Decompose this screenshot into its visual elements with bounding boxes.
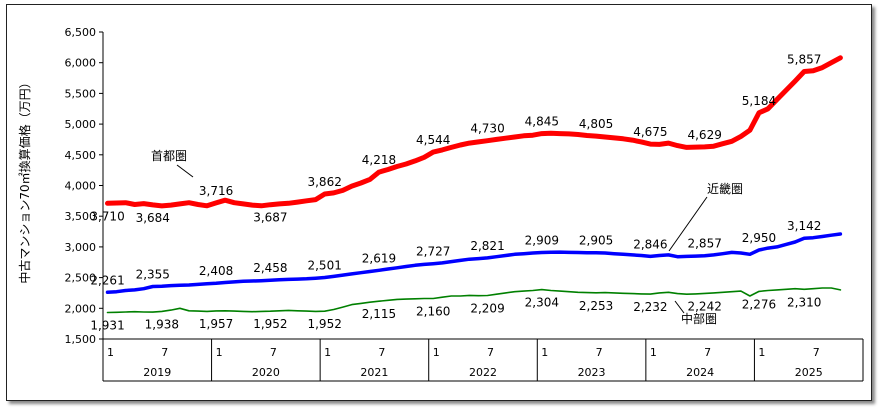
data-label: 2,619 — [362, 251, 396, 265]
x-month-tick-label: 7 — [378, 346, 385, 359]
x-year-label: 2024 — [686, 366, 714, 379]
x-year-label: 2019 — [143, 366, 171, 379]
annotation-kinki: 近畿圏 — [707, 182, 743, 196]
y-tick-label: 5,000 — [65, 118, 97, 131]
y-tick-label: 3,500 — [65, 210, 97, 223]
series-lines — [105, 55, 843, 314]
x-month-tick-label: 1 — [758, 346, 765, 359]
x-month-tick-label: 7 — [596, 346, 603, 359]
data-label: 4,730 — [470, 122, 504, 136]
price-line-chart: 中古マンション70㎡換算価格（万円） 1,5002,0002,5003,0003… — [17, 26, 864, 382]
annotation-shutoken-pointer — [176, 164, 194, 178]
data-label: 2,355 — [136, 268, 170, 282]
x-month-tick-label: 7 — [704, 346, 711, 359]
data-labels: 3,710 3,684 3,716 3,687 3,862 4,218 4,544 4,730… — [90, 52, 821, 332]
y-tick-label: 4,500 — [65, 149, 97, 162]
data-label: 2,276 — [742, 297, 776, 311]
data-label: 1,957 — [199, 317, 233, 331]
y-tick-label: 6,500 — [65, 26, 97, 39]
data-label: 3,142 — [787, 219, 821, 233]
x-year-label: 2022 — [469, 366, 497, 379]
data-label: 4,629 — [687, 128, 721, 142]
annotation-chubu: 中部圏 — [681, 311, 717, 326]
data-label: 4,845 — [525, 115, 559, 129]
x-month-tick-label: 1 — [650, 346, 657, 359]
data-label: 2,727 — [416, 245, 450, 259]
y-tick-label: 6,000 — [65, 57, 97, 70]
data-label: 2,857 — [687, 237, 721, 251]
data-label: 4,544 — [416, 133, 450, 147]
data-label: 3,710 — [90, 209, 124, 223]
data-label: 2,909 — [525, 233, 559, 247]
x-year-label: 2020 — [252, 366, 280, 379]
x-month-tick-label: 7 — [270, 346, 277, 359]
data-label: 2,458 — [253, 261, 287, 275]
axes: 1,500 2,000 2,500 3,000 3,500 4,000 4,500 5,000… — [65, 26, 864, 382]
y-tick-label: 2,500 — [65, 272, 97, 285]
series-line-3 — [106, 287, 842, 314]
y-axis-label: 中古マンション70㎡換算価格（万円） — [17, 76, 32, 283]
x-month-tick-label: 1 — [324, 346, 331, 359]
data-label: 2,232 — [633, 300, 667, 314]
data-label: 2,501 — [307, 259, 341, 273]
y-tick-label: 1,500 — [65, 333, 97, 346]
data-label: 4,805 — [579, 117, 613, 131]
data-label: 1,952 — [307, 317, 341, 331]
data-label: 2,304 — [525, 296, 559, 310]
x-month-tick-label: 1 — [216, 346, 223, 359]
data-label: 2,209 — [470, 301, 504, 315]
data-label: 1,952 — [253, 317, 287, 331]
data-label: 4,675 — [633, 125, 667, 139]
annotations: 首都圏 近畿圏 中部圏 — [151, 149, 743, 326]
y-tick-label: 5,500 — [65, 87, 97, 100]
y-tick-label: 3,000 — [65, 241, 97, 254]
x-year-label: 2023 — [578, 366, 606, 379]
x-month-tick-label: 7 — [487, 346, 494, 359]
data-label: 2,310 — [787, 295, 821, 309]
data-label: 2,160 — [416, 304, 450, 318]
x-year-label: 2025 — [795, 366, 823, 379]
data-label: 2,408 — [199, 264, 233, 278]
y-tick-label: 4,000 — [65, 180, 97, 193]
series-line-1 — [105, 55, 843, 209]
series-line-2 — [105, 232, 843, 295]
x-month-tick-label: 7 — [161, 346, 168, 359]
data-label: 2,821 — [470, 239, 504, 253]
data-label: 2,950 — [742, 231, 776, 245]
data-label: 2,253 — [579, 299, 613, 313]
data-label: 5,184 — [742, 94, 776, 108]
annotation-shutoken: 首都圏 — [151, 149, 187, 163]
x-month-tick-label: 7 — [813, 346, 820, 359]
x-month-tick-label: 1 — [107, 346, 114, 359]
chart-frame: 中古マンション70㎡換算価格（万円） 1,500 2,000 2,500 3,000 3… — [6, 4, 872, 401]
data-label: 3,862 — [307, 175, 341, 189]
data-label: 3,716 — [199, 184, 233, 198]
data-label: 2,115 — [362, 307, 396, 321]
data-label: 2,905 — [579, 234, 613, 248]
data-label: 2,261 — [90, 273, 124, 287]
data-label: 3,687 — [253, 211, 287, 225]
data-label: 2,242 — [687, 299, 721, 313]
data-label: 4,218 — [362, 153, 396, 167]
annotation-chubu-pointer — [674, 300, 685, 314]
data-label: 5,857 — [787, 52, 821, 66]
data-label: 2,846 — [633, 237, 667, 251]
x-month-tick-label: 1 — [433, 346, 440, 359]
x-month-tick-label: 1 — [541, 346, 548, 359]
x-year-label: 2021 — [360, 366, 388, 379]
data-label: 1,938 — [145, 317, 179, 331]
data-label: 1,931 — [90, 319, 124, 333]
annotation-kinki-pointer — [668, 196, 708, 252]
y-tick-label: 2,000 — [65, 302, 97, 315]
data-label: 3,684 — [136, 211, 170, 225]
